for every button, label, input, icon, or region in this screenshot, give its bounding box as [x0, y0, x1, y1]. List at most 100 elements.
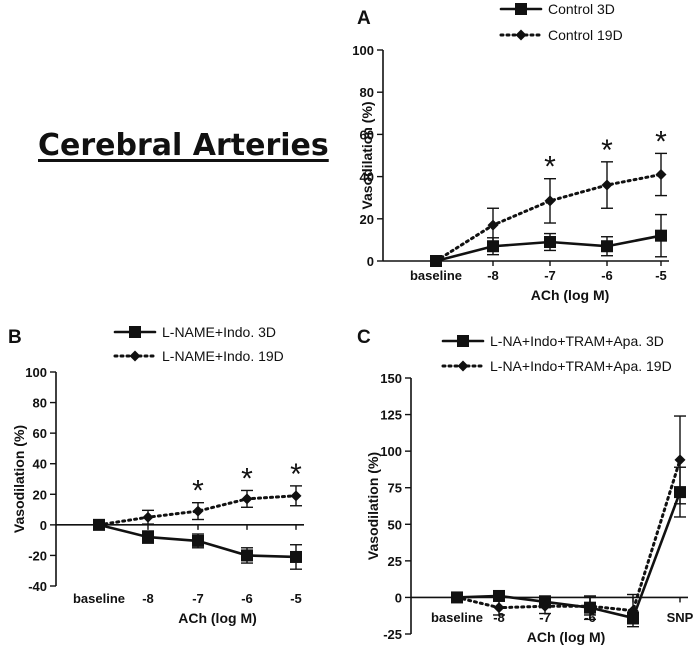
legend-item: Control 3D: [499, 1, 615, 17]
y-tick-label: 40: [360, 170, 374, 185]
significance-asterisk: *: [192, 475, 204, 508]
y-tick-label: 80: [33, 396, 47, 411]
x-tick-label: -5: [655, 268, 667, 283]
y-tick-label: 0: [395, 590, 402, 605]
x-tick-label: -6: [241, 591, 253, 606]
x-tick-label: baseline: [431, 610, 483, 625]
legend-label: Control 3D: [548, 1, 615, 17]
x-tick-label: -7: [192, 591, 204, 606]
y-tick-label: 80: [360, 85, 374, 100]
legend-marker-diamond: [457, 360, 469, 372]
legend-marker-square: [515, 3, 527, 15]
data-point-diamond: [192, 505, 204, 517]
panel-a: A 0 20 40 60 80 100 baseline -8 -7 -6 -5 ACh (log M)…: [352, 1, 669, 303]
y-tick-label: 40: [33, 457, 47, 472]
series-3d: [93, 518, 302, 570]
series-line: [455, 458, 682, 613]
data-point-square: [493, 589, 505, 602]
page-title: Cerebral Arteries: [38, 128, 329, 163]
legend-item: L-NAME+Indo. 3D: [113, 324, 276, 340]
y-axis-label: Vasodilation (%): [11, 425, 27, 533]
data-point-square: [241, 549, 253, 562]
data-point-diamond: [430, 255, 442, 267]
data-point-diamond: [584, 600, 596, 612]
panel-letter: B: [8, 327, 22, 348]
data-point-square: [142, 531, 154, 544]
series-3d: [451, 466, 686, 625]
x-tick-label: -6: [601, 268, 613, 283]
significance-asterisk: *: [290, 458, 302, 491]
data-point-diamond: [601, 179, 613, 191]
significance-asterisk: *: [241, 462, 253, 495]
data-point-diamond: [487, 219, 499, 231]
data-point-square: [290, 550, 302, 563]
data-point-diamond: [93, 519, 105, 531]
data-point-diamond: [290, 490, 302, 502]
legend-item: Control 19D: [499, 27, 623, 43]
significance-asterisk: *: [601, 134, 613, 167]
data-point-diamond: [627, 605, 639, 617]
panel-letter: A: [357, 8, 371, 29]
y-tick-label: 20: [33, 487, 47, 502]
x-axis-label: ACh (log M): [178, 610, 257, 626]
legend-marker-square: [457, 335, 469, 347]
x-tick-label: -7: [544, 268, 556, 283]
legend-label: Control 19D: [548, 27, 623, 43]
panel-b: B -40 -20 0 20 40 60 80 100 baseline -8 -7 -6 -5 ACh (…: [8, 324, 304, 626]
y-tick-label: 0: [40, 518, 47, 533]
data-point-diamond: [544, 195, 556, 207]
series-line: [97, 494, 298, 527]
data-point-diamond: [539, 600, 551, 612]
x-tick-label: baseline: [410, 268, 462, 283]
x-tick-label: SNP: [667, 610, 694, 625]
x-tick-label: -8: [142, 591, 154, 606]
x-tick-label: -8: [487, 268, 499, 283]
legend-label: L-NA+Indo+TRAM+Apa. 3D: [490, 333, 664, 349]
y-tick-label: 150: [380, 371, 402, 386]
legend-marker-diamond: [515, 29, 527, 41]
y-tick-label: 60: [360, 127, 374, 142]
y-axis-label: Vasodilation (%): [365, 452, 381, 560]
legend-label: L-NA+Indo+TRAM+Apa. 19D: [490, 358, 672, 374]
y-tick-label: 20: [360, 212, 374, 227]
series-line: [434, 172, 663, 263]
series-19d: [93, 485, 302, 531]
y-tick-label: -20: [28, 548, 47, 563]
legend-item: L-NAME+Indo. 19D: [113, 348, 284, 364]
panel-c: C-250255075100125150baseline-8-7-6-5SNPA…: [357, 327, 694, 645]
series-line: [455, 490, 682, 620]
y-tick-label: 0: [367, 254, 374, 269]
legend-label: L-NAME+Indo. 19D: [162, 348, 284, 364]
data-point-square: [544, 236, 556, 249]
y-tick-label: 100: [25, 365, 47, 380]
significance-asterisk: *: [655, 125, 667, 158]
legend-label: L-NAME+Indo. 3D: [162, 324, 276, 340]
y-tick-label: 25: [388, 554, 402, 569]
x-tick-label: baseline: [73, 591, 125, 606]
y-tick-label: 75: [388, 481, 402, 496]
data-point-square: [601, 240, 613, 253]
data-point-square: [655, 229, 667, 242]
legend-item: L-NA+Indo+TRAM+Apa. 3D: [441, 333, 664, 349]
data-point-diamond: [493, 602, 505, 614]
y-tick-label: 60: [33, 426, 47, 441]
data-point-diamond: [674, 454, 686, 466]
data-point-diamond: [142, 511, 154, 523]
y-tick-label: 100: [352, 43, 374, 58]
legend-marker-diamond: [129, 350, 141, 362]
series-19d: [451, 415, 686, 628]
data-point-diamond: [241, 493, 253, 505]
y-tick-label: -40: [28, 579, 47, 594]
y-axis-label: Vasodilation (%): [359, 101, 375, 209]
data-point-diamond: [655, 168, 667, 180]
data-point-diamond: [451, 591, 463, 603]
x-tick-label: -8: [493, 610, 505, 625]
x-tick-label: -7: [539, 610, 551, 625]
data-point-square: [487, 240, 499, 253]
significance-asterisk: *: [544, 151, 556, 184]
x-axis-label: ACh (log M): [527, 629, 606, 645]
y-tick-label: -25: [383, 627, 402, 642]
x-tick-label: -5: [290, 591, 302, 606]
y-tick-label: 50: [388, 517, 402, 532]
